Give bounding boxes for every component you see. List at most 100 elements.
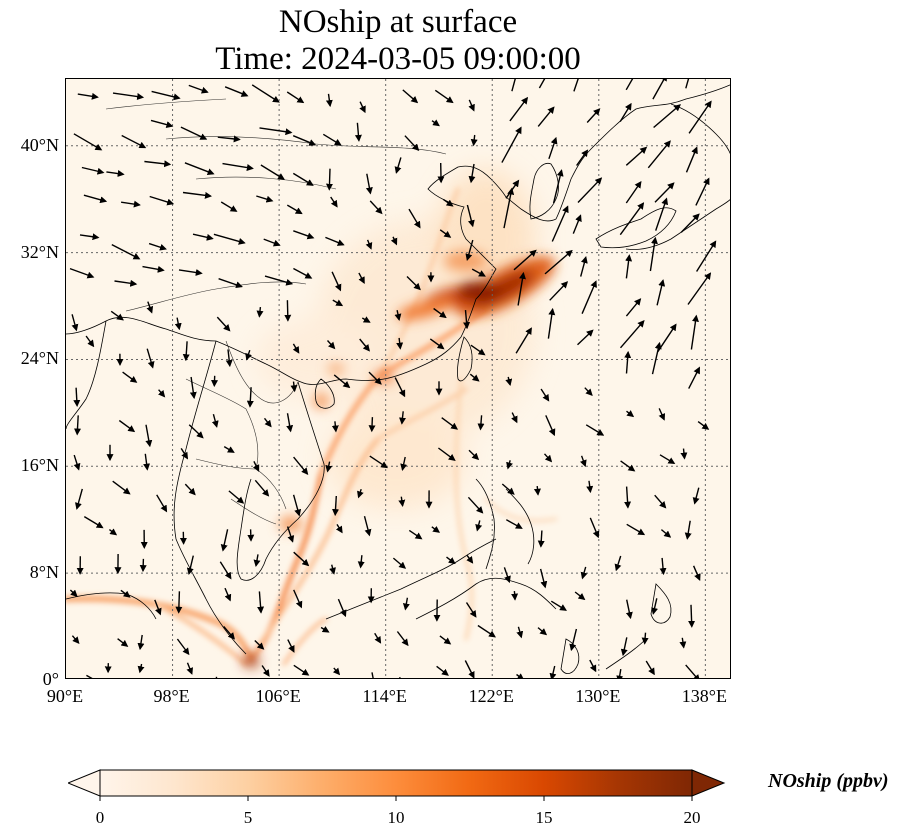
wind-arrow (69, 267, 95, 279)
wind-arrow (580, 256, 588, 277)
wind-arrow (211, 414, 219, 428)
wind-arrow (110, 310, 124, 321)
wind-arrow (626, 410, 635, 418)
wind-arrow (620, 637, 628, 657)
colorbar-extend-min (68, 769, 101, 797)
wind-arrow (506, 460, 513, 470)
wind-arrow (680, 448, 688, 460)
wind-arrow (332, 667, 341, 676)
wind-arrow (292, 494, 302, 517)
map-subtitle-time: Time: 2024-03-05 09:00:00 (215, 41, 581, 77)
wind-arrow (223, 625, 236, 640)
wind-arrow (679, 637, 687, 649)
colorbar-label: NOship (ppbv) (768, 770, 889, 792)
y-tick-label: 32°N (20, 241, 59, 262)
wind-arrow (625, 298, 642, 317)
wind-arrow (477, 415, 485, 431)
wind-arrow (149, 195, 175, 206)
wind-arrow (145, 424, 153, 448)
wind-arrow (332, 495, 340, 517)
wind-arrow (439, 635, 452, 645)
colorbar-gradient (99, 769, 693, 797)
map-panel[interactable] (65, 78, 731, 679)
wind-arrow (574, 591, 586, 601)
wind-arrow (176, 638, 190, 656)
wind-arrow (577, 329, 594, 346)
wind-arrow (402, 597, 410, 611)
wind-arrow (186, 555, 194, 576)
wind-arrow (368, 417, 376, 433)
wind-arrow (429, 338, 445, 350)
wind-arrow (651, 598, 658, 615)
wind-arrow (325, 236, 345, 246)
wind-arrow (580, 455, 587, 468)
wind-arrow (511, 79, 516, 92)
wind-arrow (537, 530, 545, 548)
wind-arrow (220, 201, 238, 212)
wind-arrow (653, 104, 681, 129)
wind-arrow (263, 417, 272, 428)
wind-arrow (436, 665, 449, 676)
colorbar-extend-max (691, 769, 726, 797)
wind-arrow (220, 529, 229, 552)
wind-arrow (120, 589, 131, 598)
wind-arrow (505, 519, 523, 529)
wind-arrow (398, 676, 401, 678)
wind-arrow (361, 316, 371, 323)
y-tick-label: 24°N (20, 348, 59, 369)
wind-arrow (106, 170, 125, 177)
wind-arrow (122, 371, 138, 383)
wind-arrow (216, 316, 231, 332)
wind-arrow (576, 149, 589, 166)
wind-arrow (73, 387, 81, 407)
wind-arrow (146, 348, 155, 369)
wind-arrow (620, 460, 636, 472)
wind-arrow (549, 281, 569, 301)
wind-arrow (254, 639, 265, 650)
wind-arrow (538, 79, 546, 89)
wind-arrow (293, 267, 313, 279)
wind-arrow (245, 349, 252, 361)
wind-arrow (548, 136, 558, 160)
wind-arrow (645, 660, 655, 676)
wind-arrow (660, 529, 672, 538)
wind-arrow (470, 134, 478, 147)
wind-arrow (365, 239, 373, 250)
wind-arrow (654, 494, 667, 509)
wind-arrow (614, 555, 622, 572)
wind-arrow (394, 377, 406, 398)
wind-arrow (503, 567, 511, 584)
wind-arrow (685, 79, 690, 89)
wind-arrow (332, 299, 344, 307)
wind-arrow (625, 146, 648, 166)
concentration-field-diffuse (256, 169, 536, 509)
wind-arrow (188, 84, 209, 94)
wind-arrow (649, 236, 658, 272)
wind-arrow (286, 91, 305, 104)
wind-arrow (471, 268, 486, 277)
wind-arrow (475, 520, 483, 532)
wind-arrow (358, 272, 365, 285)
wind-arrow (287, 639, 295, 653)
wind-arrow (540, 388, 550, 402)
wind-arrow (331, 271, 342, 292)
coastlines (66, 84, 730, 674)
wind-arrow (625, 599, 633, 620)
wind-arrow (465, 239, 474, 261)
wind-arrow (398, 496, 406, 507)
wind-arrow (550, 600, 567, 611)
wind-arrow (439, 229, 452, 238)
map-title: NOship at surface (278, 4, 518, 40)
wind-arrow (433, 307, 447, 319)
wind-arrow (246, 387, 254, 408)
wind-arrow (223, 445, 235, 453)
wind-arrow (584, 387, 593, 397)
wind-arrow (225, 349, 233, 368)
wind-arrow (83, 516, 104, 529)
wind-arrow (394, 310, 402, 321)
wind-arrow (257, 591, 265, 614)
wind-arrow (547, 307, 556, 339)
x-tick-label: 138°E (681, 686, 727, 706)
wind-arrow (112, 480, 131, 495)
wind-arrow (357, 555, 365, 569)
